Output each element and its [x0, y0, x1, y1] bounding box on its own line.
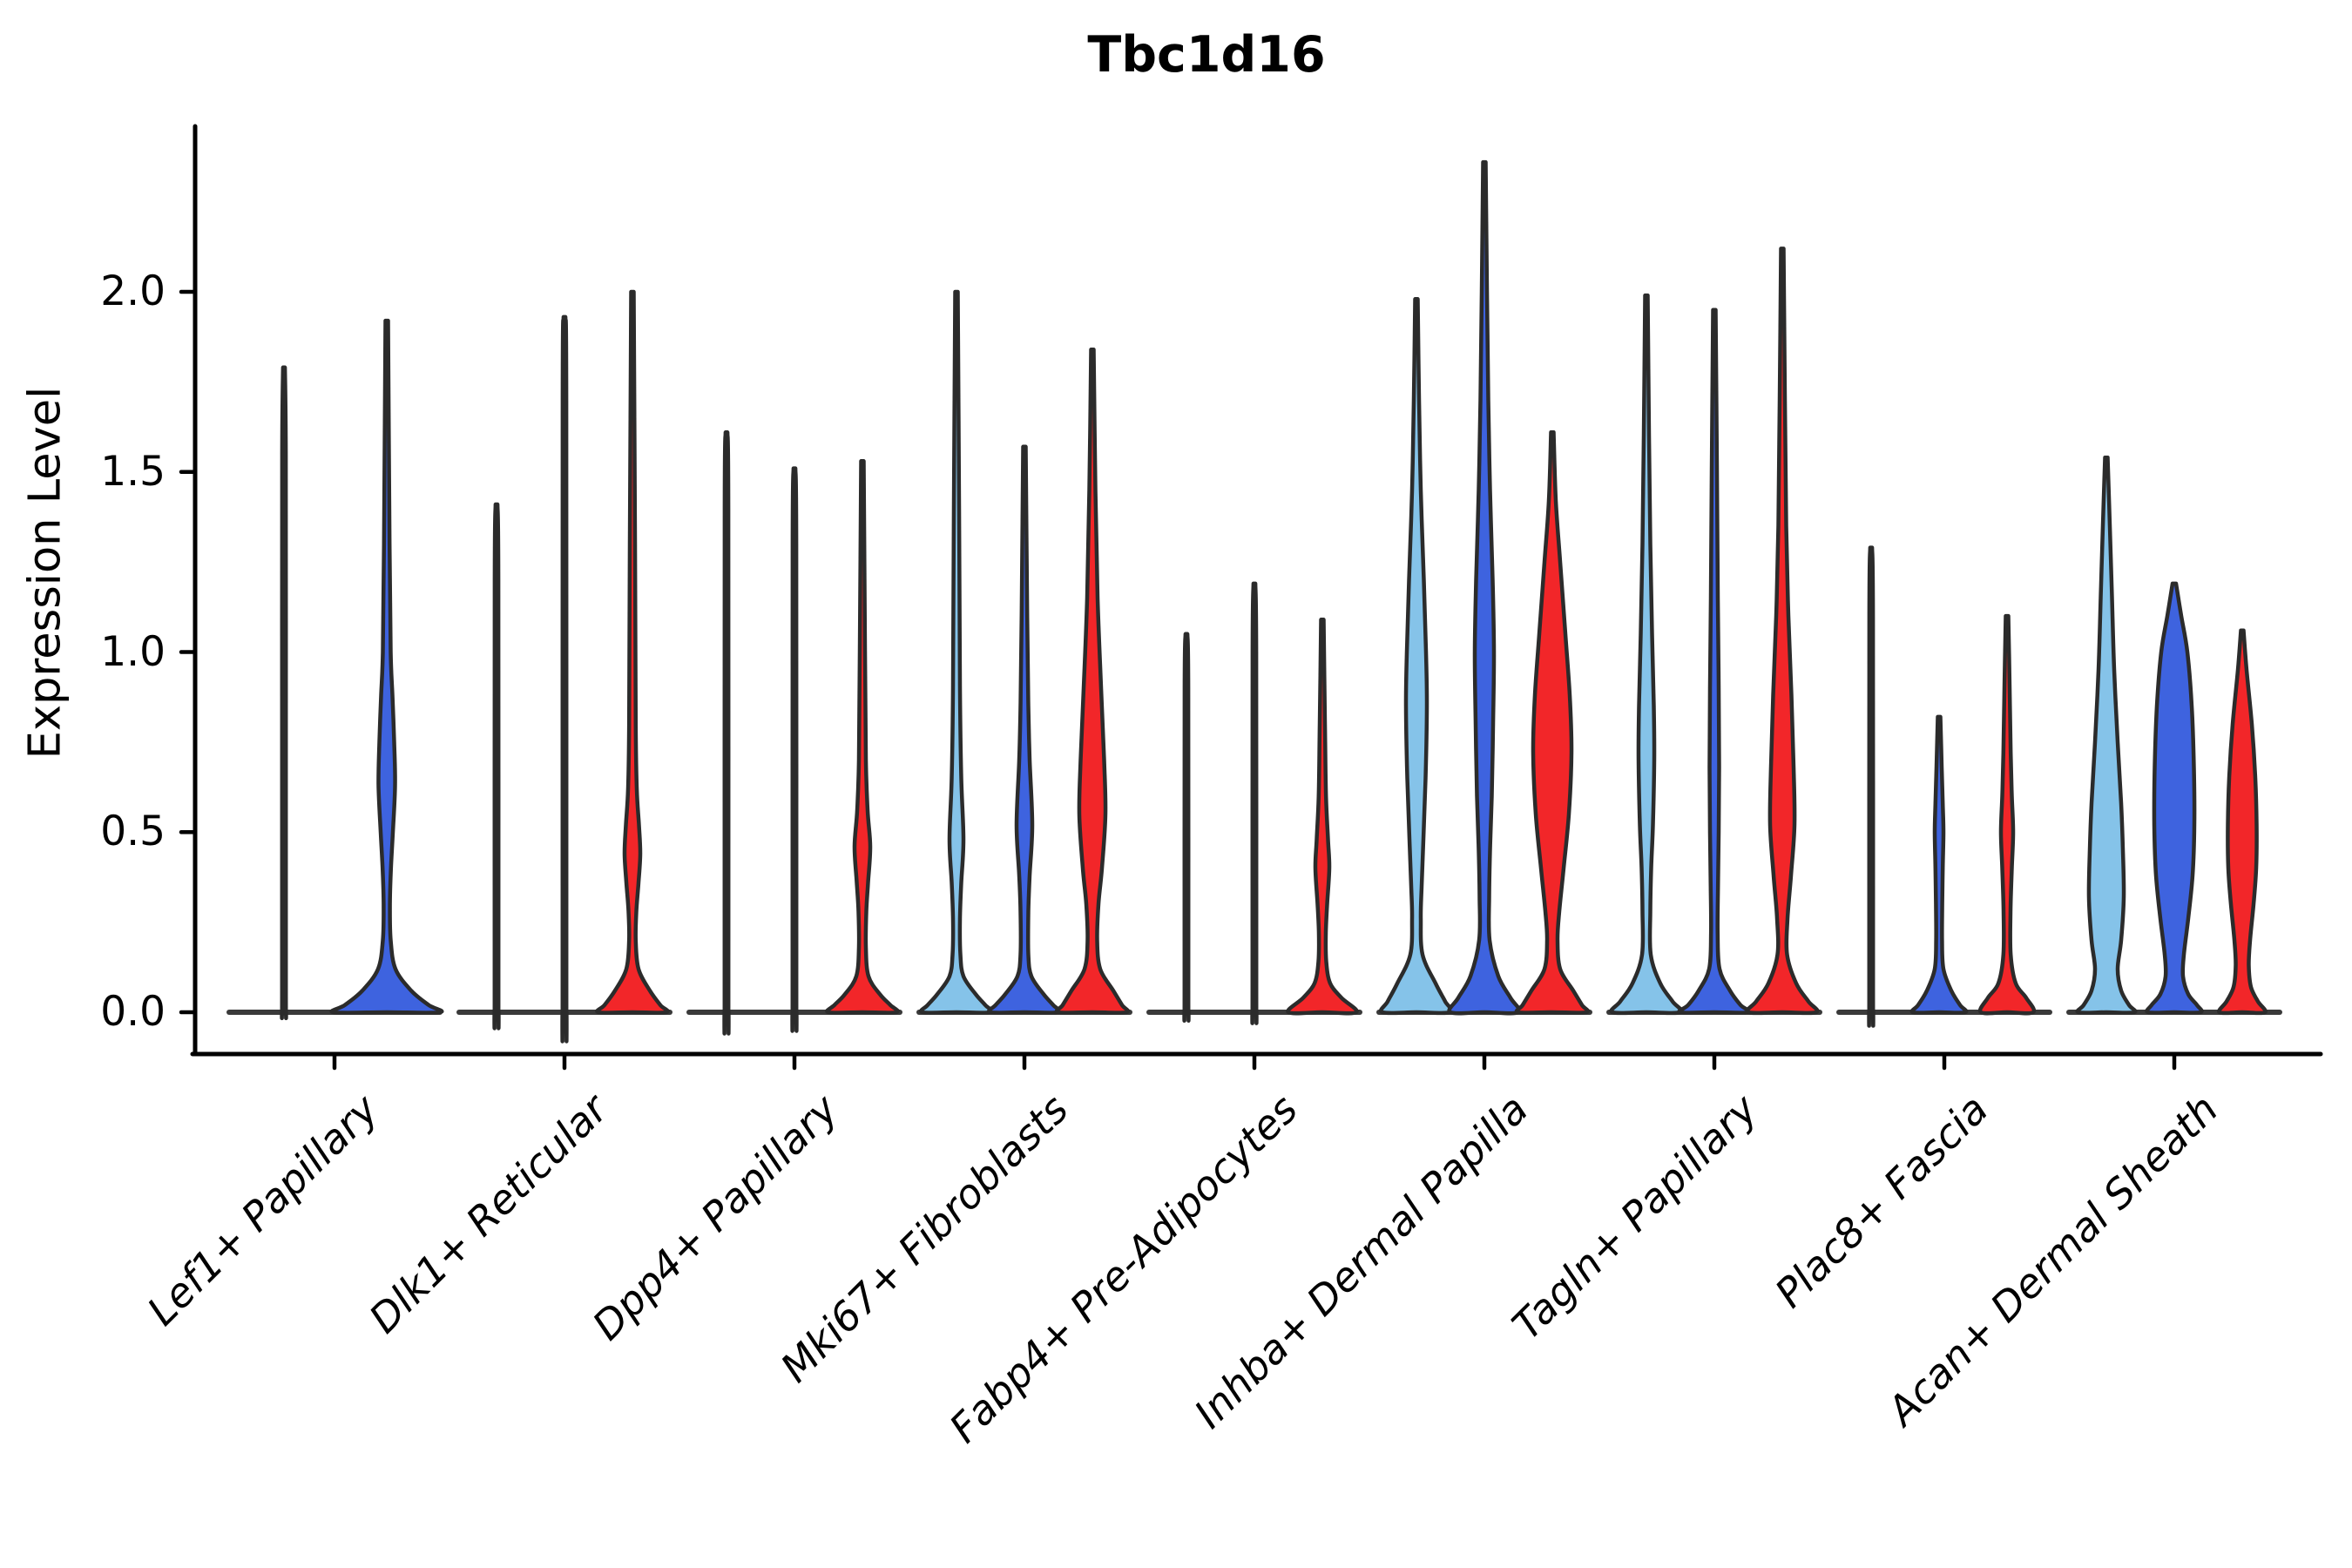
violin-5-s2: [1250, 581, 1259, 1025]
violin-1-s1: [280, 365, 288, 1020]
y-tick-label: 0.0: [100, 988, 166, 1036]
violin-4-s3: [1054, 347, 1131, 1015]
y-tick-label: 1.0: [100, 627, 166, 676]
violin-8-s3: [1977, 613, 2037, 1016]
violin-9-s2: [2145, 581, 2204, 1015]
violin-5-s1: [1182, 632, 1191, 1023]
violin-9-s1: [2075, 455, 2138, 1015]
plot-title: Tbc1d16: [1087, 26, 1326, 84]
violin-2-s1: [492, 502, 501, 1031]
violin-3-s1: [722, 430, 731, 1036]
violin-5-s3: [1286, 618, 1359, 1016]
y-tick-label: 1.5: [100, 447, 166, 496]
violin-3-s3: [825, 459, 900, 1015]
violin-7-s2: [1677, 308, 1752, 1015]
violin-9-s3: [2217, 628, 2268, 1016]
violin-6-s2: [1447, 159, 1522, 1016]
violin-3-s2: [790, 466, 799, 1033]
y-tick-label: 2.0: [100, 267, 166, 315]
violin-7-s3: [1745, 247, 1820, 1016]
violin-4-s1: [918, 289, 995, 1015]
violin-6-s1: [1378, 297, 1455, 1016]
violin-8-s1: [1867, 545, 1876, 1028]
violin-2-s3: [595, 289, 670, 1015]
violin-8-s2: [1909, 714, 1969, 1015]
violin-1-s2: [329, 318, 444, 1015]
violin-7-s1: [1609, 293, 1684, 1016]
violin-4-s2: [986, 444, 1063, 1015]
y-tick-label: 0.5: [100, 808, 166, 856]
violin-6-s3: [1514, 430, 1591, 1015]
violin-2-s2: [560, 314, 569, 1044]
